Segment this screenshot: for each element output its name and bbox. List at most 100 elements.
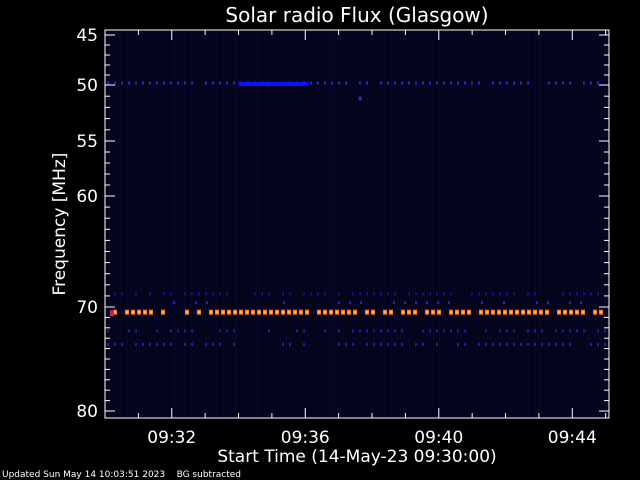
band-segment [205,81,207,85]
x-tick-label: 09:32 [147,428,196,448]
noise-stripe [454,31,455,417]
band-highlight [330,311,332,314]
band-highlight [264,311,266,314]
noise-stripe [547,31,548,417]
band-segment [394,292,396,296]
noise-stripe [541,31,542,417]
noise-stripe [580,31,581,417]
plot-background [105,30,609,418]
band-highlight [372,311,374,314]
band-highlight [150,311,152,314]
noise-stripe [136,31,137,417]
band-segment [324,81,326,85]
noise-stripe [199,31,200,417]
band-segment [499,342,501,346]
noise-stripe [250,31,251,417]
band-segment [583,329,585,333]
band-segment [142,342,144,346]
noise-stripe [232,31,233,417]
band-segment [536,301,538,305]
noise-stripe [382,31,383,417]
band-segment [597,329,599,333]
noise-stripe [538,31,539,417]
band-segment [282,342,284,346]
noise-stripe [406,31,407,417]
noise-stripe [193,31,194,417]
band-segment [408,292,410,296]
band-segment [394,329,396,333]
band-segment [107,342,109,346]
band-segment [555,329,557,333]
band-segment [156,342,158,346]
noise-stripe [178,31,179,417]
band-segment [415,292,417,296]
band-segment [156,81,158,85]
band-segment [394,81,396,85]
noise-stripe [346,31,347,417]
y-tick-label: 45 [76,26,98,46]
band-highlight [504,311,506,314]
band-segment [547,301,549,305]
band-segment [393,301,395,305]
band-segment [527,329,529,333]
band-highlight [252,311,254,314]
noise-stripe [286,31,287,417]
band-segment [506,81,508,85]
noise-stripe [376,31,377,417]
noise-stripe [448,31,449,417]
noise-stripe [229,31,230,417]
noise-stripe [106,31,107,417]
band-highlight [462,311,464,314]
band-segment [436,342,438,346]
band-segment [212,81,214,85]
band-segment [380,329,382,333]
band-segment [303,329,305,333]
noise-stripe [469,31,470,417]
band-segment [219,329,221,333]
y-tick-label: 55 [76,132,98,152]
band-highlight [480,311,482,314]
band-segment [184,342,186,346]
band-segment [422,292,424,296]
noise-stripe [571,31,572,417]
band-segment [415,81,417,85]
band-segment [149,342,151,346]
noise-stripe [271,31,272,417]
band-segment [352,292,354,296]
noise-stripe [418,31,419,417]
band-segment [170,292,172,296]
noise-stripe [277,31,278,417]
noise-stripe [172,31,173,417]
noise-stripe [412,31,413,417]
band-segment [212,342,214,346]
band-segment [426,301,428,305]
noise-stripe [145,31,146,417]
band-segment [541,329,543,333]
band-segment [506,342,508,346]
band-segment [283,301,285,305]
band-segment [520,342,522,346]
band-highlight [534,311,536,314]
band-segment [387,342,389,346]
band-segment [114,342,116,346]
band-segment [191,292,193,296]
band-segment [471,81,473,85]
band-segment [513,329,515,333]
band-segment [219,342,221,346]
band-segment [163,342,165,346]
band-segment [233,329,235,333]
noise-stripe [400,31,401,417]
band-segment [569,329,571,333]
band-segment [394,342,396,346]
noise-stripe [361,31,362,417]
band-segment [457,342,459,346]
band-segment [268,329,270,333]
noise-stripe [574,31,575,417]
noise-stripe [370,31,371,417]
noise-stripe [553,31,554,417]
band-segment [310,292,312,296]
noise-stripe [292,31,293,417]
band-segment [191,342,193,346]
noise-stripe [427,31,428,417]
